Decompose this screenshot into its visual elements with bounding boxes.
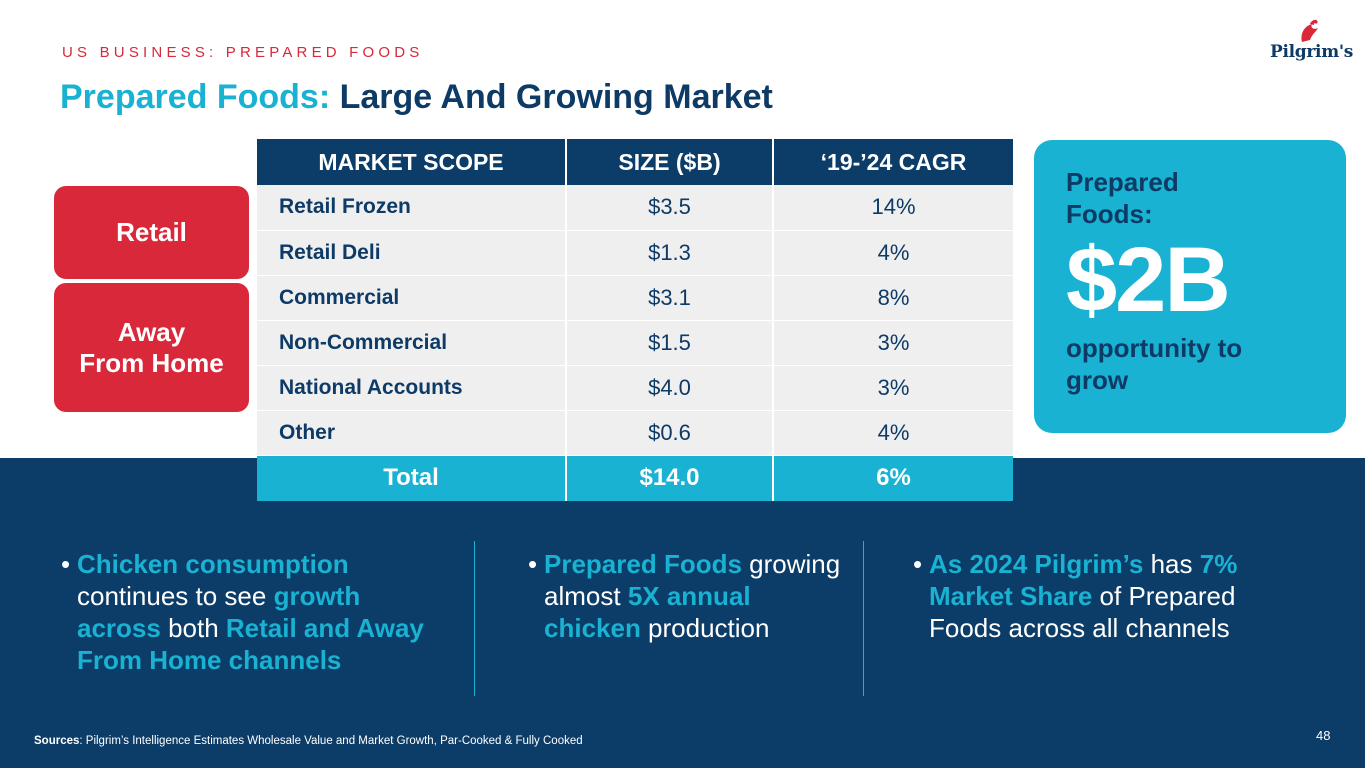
- bullet-consumption: • Chicken consumption continues to see gr…: [61, 549, 424, 675]
- sources-footnote: Sources: Pilgrim’s Intelligence Estimate…: [34, 735, 583, 747]
- bottom-band: [0, 458, 1365, 768]
- row-cagr: 14%: [773, 185, 1013, 231]
- table-row: National Accounts $4.0 3%: [257, 365, 1013, 411]
- column-divider: [474, 541, 475, 696]
- page-number: 48: [1316, 728, 1331, 743]
- opportunity-label: Prepared Foods:: [1066, 167, 1179, 229]
- table-header-row: MARKET SCOPE SIZE ($B) ‘19-’24 CAGR: [257, 139, 1013, 185]
- logo-wordmark: Pilgrim's: [1270, 42, 1354, 62]
- bullet-prepared-foods: • Prepared Foods growing almost 5X annual…: [528, 549, 841, 643]
- opportunity-card: Prepared Foods: $2B opportunity to grow: [1034, 140, 1346, 433]
- bullet-dot-icon: •: [61, 549, 71, 579]
- column-divider: [863, 541, 864, 696]
- row-cagr: 4%: [773, 410, 1013, 456]
- opportunity-value: $2B: [1066, 229, 1231, 331]
- page-title-accent: Prepared Foods:: [60, 78, 331, 116]
- bullet-market-share: • As 2024 Pilgrim’s has 7% Market Share o…: [913, 549, 1238, 643]
- row-scope: Commercial: [257, 275, 567, 321]
- segment-away-from-home-label: Away From Home: [54, 283, 249, 412]
- rooster-icon: [1301, 19, 1318, 42]
- row-cagr: 3%: [773, 320, 1013, 366]
- row-size: $3.1: [566, 275, 774, 321]
- row-scope: Other: [257, 410, 567, 456]
- row-size: $1.3: [566, 230, 774, 276]
- row-size: $0.6: [566, 410, 774, 456]
- row-scope: Retail Deli: [257, 230, 567, 276]
- bullet-dot-icon: •: [913, 549, 923, 579]
- table-row: Retail Frozen $3.5 14%: [257, 185, 1013, 231]
- row-cagr: 3%: [773, 365, 1013, 411]
- bullet-dot-icon: •: [528, 549, 538, 579]
- row-scope: Retail Frozen: [257, 185, 567, 231]
- table-row: Other $0.6 4%: [257, 410, 1013, 456]
- total-scope: Total: [257, 455, 567, 501]
- table-row: Non-Commercial $1.5 3%: [257, 320, 1013, 366]
- row-scope: Non-Commercial: [257, 320, 567, 366]
- row-scope: National Accounts: [257, 365, 567, 411]
- row-size: $1.5: [566, 320, 774, 366]
- row-size: $4.0: [566, 365, 774, 411]
- total-cagr: 6%: [773, 455, 1013, 501]
- header-market-scope: MARKET SCOPE: [257, 139, 567, 185]
- pilgrims-logo: Pilgrim's: [1270, 18, 1354, 66]
- header-cagr: ‘19-’24 CAGR: [773, 139, 1013, 185]
- total-size: $14.0: [566, 455, 774, 501]
- table-row: Retail Deli $1.3 4%: [257, 230, 1013, 276]
- table-total-row: Total $14.0 6%: [257, 455, 1013, 501]
- opportunity-caption: opportunity to grow: [1066, 333, 1243, 395]
- header-size: SIZE ($B): [566, 139, 774, 185]
- row-size: $3.5: [566, 185, 774, 231]
- table-row: Commercial $3.1 8%: [257, 275, 1013, 321]
- market-table: MARKET SCOPE SIZE ($B) ‘19-’24 CAGR Reta…: [257, 139, 1013, 501]
- row-cagr: 8%: [773, 275, 1013, 321]
- page-title: Prepared Foods: Large And Growing Market: [60, 78, 773, 117]
- segment-retail-label: Retail: [54, 186, 249, 279]
- eyebrow: US BUSINESS: PREPARED FOODS: [62, 44, 424, 61]
- page-title-rest: Large And Growing Market: [330, 78, 773, 116]
- row-cagr: 4%: [773, 230, 1013, 276]
